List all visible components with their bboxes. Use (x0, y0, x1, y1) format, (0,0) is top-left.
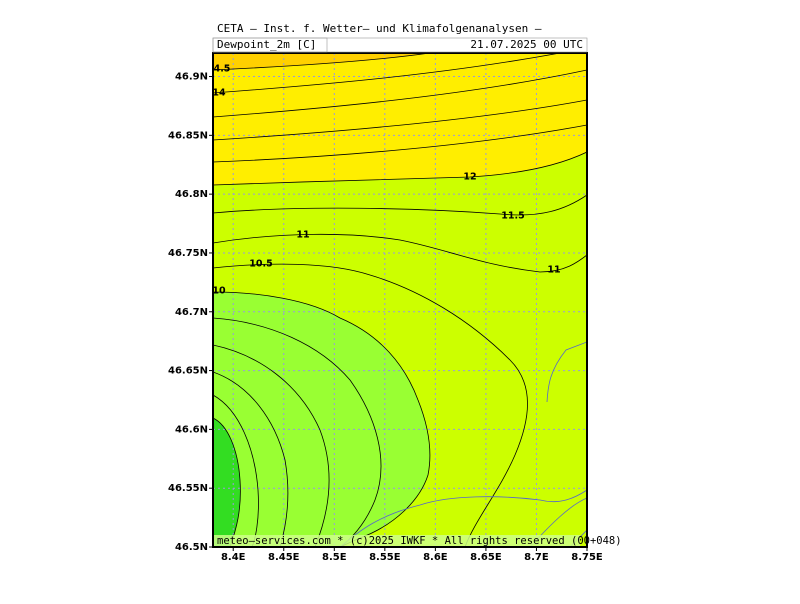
contour-line (213, 53, 561, 94)
y-tick-label: 46.75N (168, 248, 208, 259)
contour-line (213, 344, 330, 547)
y-tick-label: 46.5N (175, 542, 208, 553)
y-tick-label: 46.9N (175, 72, 208, 83)
x-tick-label: 8.55E (369, 552, 401, 563)
contour-label: 10.5 (249, 259, 272, 270)
boundary-line (339, 489, 587, 547)
contour-label: 12 (463, 172, 476, 183)
contour-line (213, 417, 241, 547)
contour-line (213, 371, 289, 547)
y-tick-label: 46.85N (168, 130, 208, 141)
fill-10 (213, 292, 430, 547)
contour-line (213, 263, 528, 547)
x-tick-label: 8.4E (221, 552, 246, 563)
title: CETA — Inst. f. Wetter— und Klimafolgena… (217, 22, 542, 35)
x-tick-label: 8.5E (322, 552, 347, 563)
x-tick-label: 8.7E (524, 552, 549, 563)
footer-box (214, 535, 580, 546)
y-tick-label: 46.55N (168, 483, 208, 494)
y-tick-label: 46.6N (175, 424, 208, 435)
contour-label: 4.5 (214, 64, 231, 75)
x-tick-label: 8.75E (571, 552, 603, 563)
field-name: Dewpoint_2m [C] (217, 38, 316, 51)
footer: meteo—services.com * (c)2025 IWKF * All … (217, 535, 622, 547)
x-tick-label: 8.65E (470, 552, 502, 563)
contour-line (213, 233, 587, 273)
contour-label: 10 (212, 286, 226, 297)
x-tick-label: 8.45E (268, 552, 300, 563)
contour-line (213, 194, 587, 216)
contour-label: 14 (212, 88, 226, 99)
valid-time: 21.07.2025 00 UTC (470, 38, 583, 51)
fill-12 (213, 53, 587, 185)
contour-line (213, 124, 587, 163)
contour-line (213, 151, 587, 186)
boundary-line (546, 341, 587, 403)
contour-label: 11.5 (501, 211, 524, 222)
y-tick-label: 46.65N (168, 366, 208, 377)
contour-line (213, 99, 587, 141)
fill-14 (213, 53, 430, 70)
contour-label: 11 (547, 265, 560, 276)
contour-line (213, 53, 431, 71)
x-tick-label: 8.6E (423, 552, 448, 563)
contour-label: 11 (296, 230, 309, 241)
y-tick-label: 46.8N (175, 189, 208, 200)
field-box (212, 37, 328, 53)
y-tick-label: 46.7N (175, 307, 208, 318)
field-fill (213, 53, 587, 547)
contour-line (213, 394, 259, 547)
contour-line (213, 317, 382, 547)
contour-line (213, 291, 431, 547)
contour-line (213, 69, 587, 118)
plot-frame (212, 52, 588, 548)
contours (213, 53, 587, 547)
contour-labels: 4.5 14 12 11.5 11 10.5 11 10 (212, 64, 560, 297)
